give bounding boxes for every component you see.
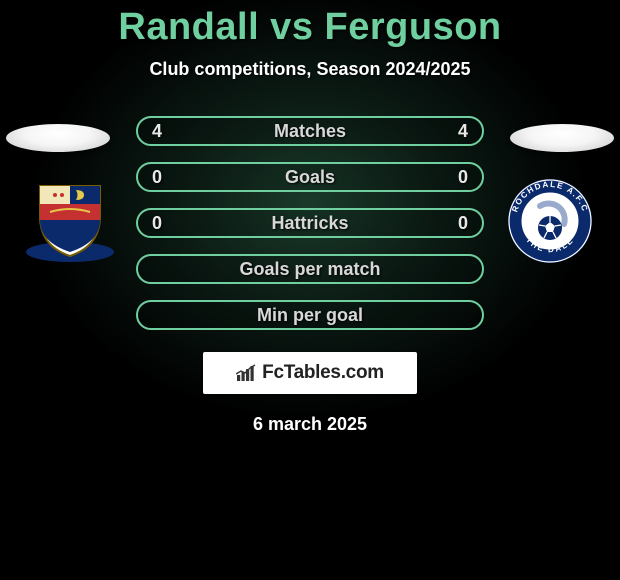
stat-label: Min per goal: [257, 305, 363, 326]
stat-row-min-per-goal: Min per goal: [136, 300, 484, 330]
stat-row-goals-per-match: Goals per match: [136, 254, 484, 284]
stat-right-value: 4: [458, 121, 468, 142]
stat-left-value: 0: [152, 167, 162, 188]
stat-label: Hattricks: [271, 213, 348, 234]
player-silhouette-right: [510, 124, 614, 152]
stat-label: Goals: [285, 167, 335, 188]
brand-badge: FcTables.com: [203, 352, 417, 394]
stat-row-hattricks: 0 Hattricks 0: [136, 208, 484, 238]
stat-right-value: 0: [458, 213, 468, 234]
player-silhouette-left: [6, 124, 110, 152]
club-crest-left: [20, 178, 120, 264]
stat-row-matches: 4 Matches 4: [136, 116, 484, 146]
page-title: Randall vs Ferguson: [0, 6, 620, 49]
stat-label: Matches: [274, 121, 346, 142]
stat-label: Goals per match: [239, 259, 380, 280]
stat-left-value: 4: [152, 121, 162, 142]
brand-text: FcTables.com: [262, 362, 384, 384]
stat-row-goals: 0 Goals 0: [136, 162, 484, 192]
subtitle: Club competitions, Season 2024/2025: [0, 59, 620, 80]
bar-chart-icon: [236, 364, 258, 382]
stat-left-value: 0: [152, 213, 162, 234]
club-crest-right: ROCHDALE A.F.C THE DALE: [500, 178, 600, 264]
date-text: 6 march 2025: [0, 414, 620, 435]
stat-right-value: 0: [458, 167, 468, 188]
